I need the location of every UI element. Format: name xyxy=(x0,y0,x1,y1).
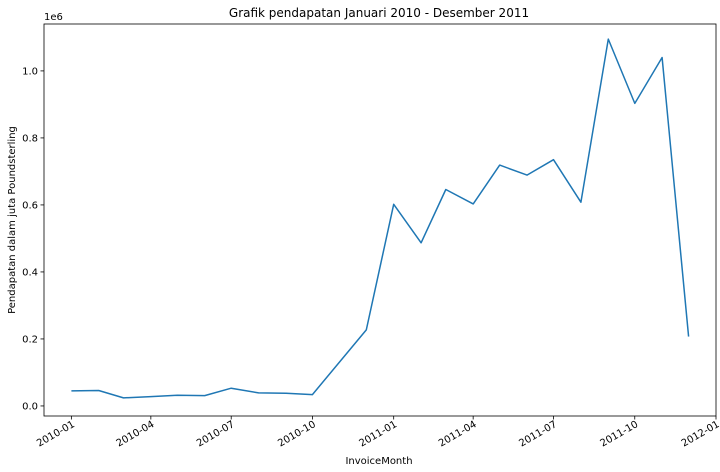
y-tick-label: 1.0 xyxy=(22,66,38,77)
y-tick-label: 0.8 xyxy=(22,133,38,144)
series-line xyxy=(71,38,690,399)
y-tick-label: 0.2 xyxy=(22,334,38,345)
chart-title: Grafik pendapatan Januari 2010 - Desembe… xyxy=(229,6,529,20)
y-axis-label: Pendapatan dalam juta Poundsterling xyxy=(7,126,18,314)
y-tick-label: 0.4 xyxy=(22,267,38,278)
y-offset-label: 1e6 xyxy=(44,12,63,23)
x-axis-label: InvoiceMonth xyxy=(345,456,412,467)
plot-frame xyxy=(43,23,717,417)
y-tick-label: 0.0 xyxy=(22,401,38,412)
y-tick-label: 0.6 xyxy=(22,200,38,211)
